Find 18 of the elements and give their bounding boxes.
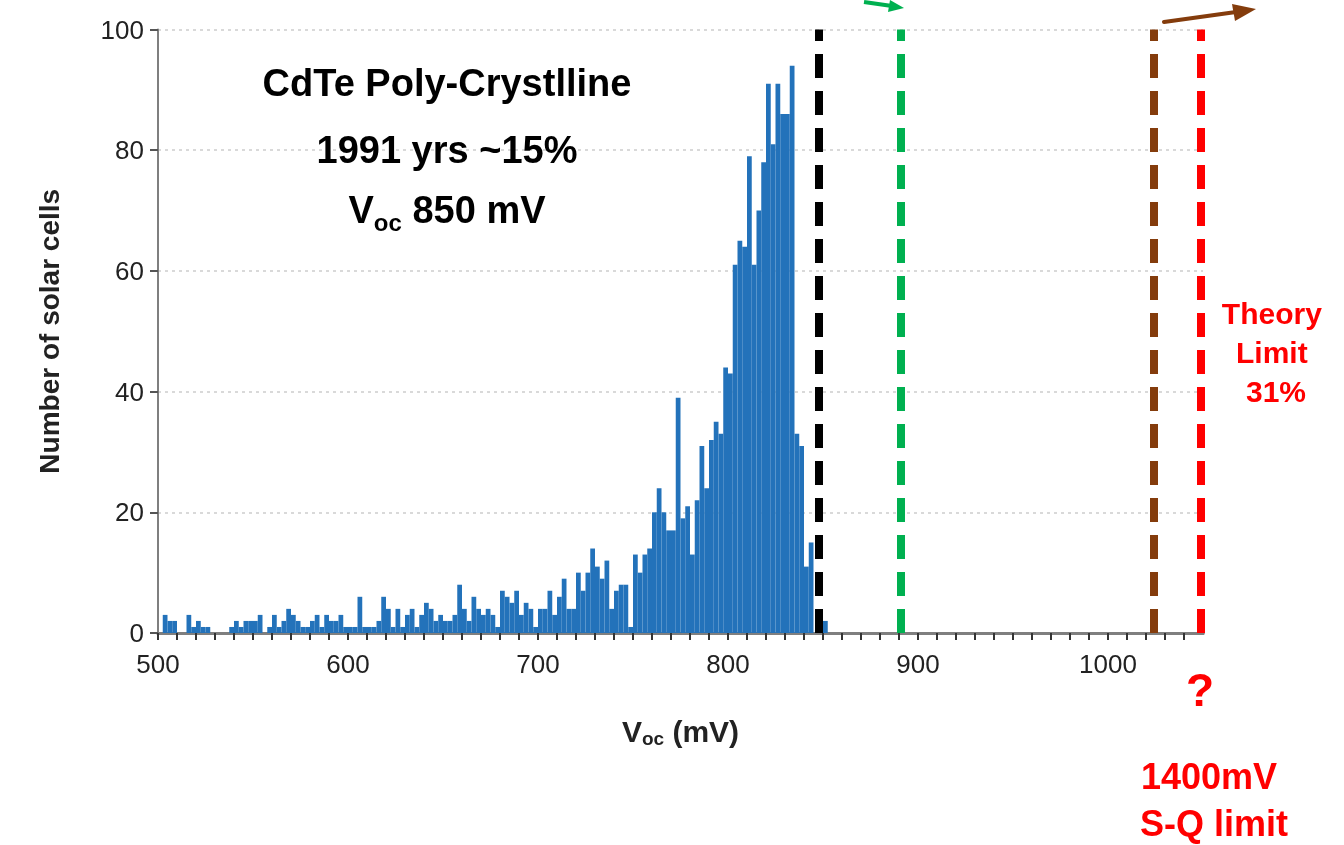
x-tick-label: 600 [326,649,370,679]
annotation: CdTe Poly-Crystlline [262,62,632,104]
y-tick-label: 40 [115,376,144,407]
x-tick-label: 1000 [1079,649,1137,679]
y-tick-label: 100 [100,14,144,45]
y-tick-label: 60 [115,255,144,286]
x-tick-label: 500 [136,649,180,679]
text: Theory Limit 31% [1221,296,1331,408]
y-tick-label: 20 [115,497,144,528]
text: ? [1185,664,1215,716]
x-tick-label: 800 [706,649,750,679]
annotation: 1991 yrs ~15% [316,129,578,171]
y-tick-label: 80 [115,135,144,166]
y-tick-label: 0 [129,618,144,648]
x-tick-label: 700 [516,649,560,679]
x-tick-label: 900 [896,649,940,679]
y-axis-title: Number of solar cells [33,188,65,474]
text: 1400mV S-Q limit [1139,756,1289,844]
